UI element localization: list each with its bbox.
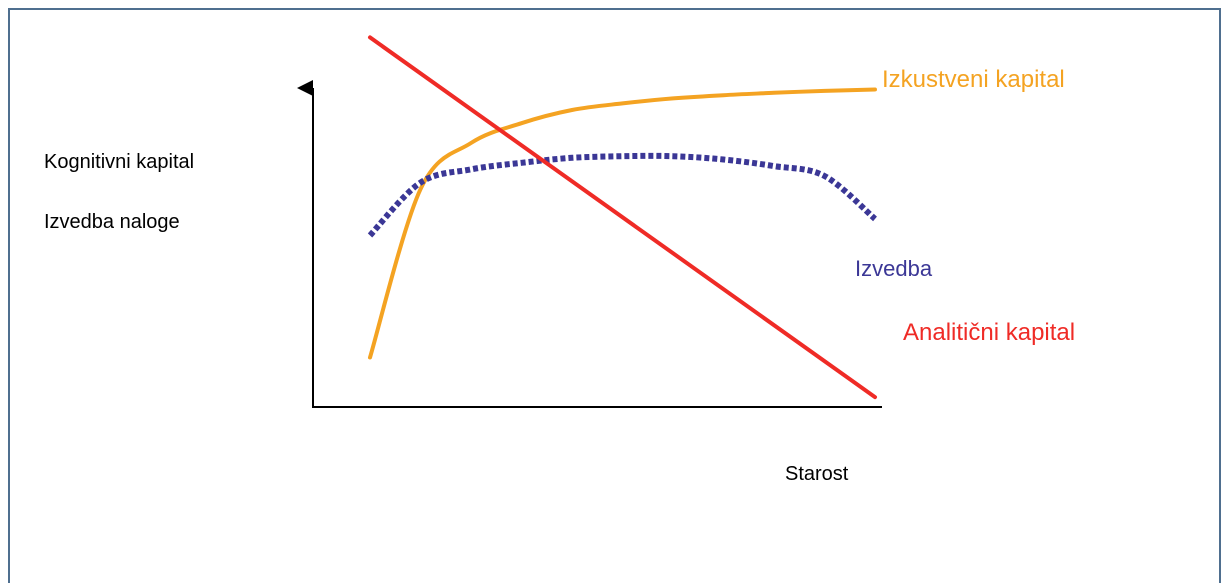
series-label-experiential: Izkustveni kapital	[882, 66, 1065, 93]
y-axis-label-line-2: Izvedba naloge	[44, 211, 180, 233]
series-layer	[367, 35, 877, 400]
series-label-performance: Izvedba	[855, 256, 933, 281]
y-axis-label-line-1: Kognitivni kapital	[44, 151, 194, 173]
series-line-performance	[367, 152, 877, 238]
series-line-experiential	[368, 87, 877, 360]
axes	[297, 80, 882, 408]
x-axis-label: Starost	[785, 463, 849, 485]
series-label-analytical: Analitični kapital	[903, 319, 1075, 346]
series-line-analytical	[368, 35, 877, 400]
